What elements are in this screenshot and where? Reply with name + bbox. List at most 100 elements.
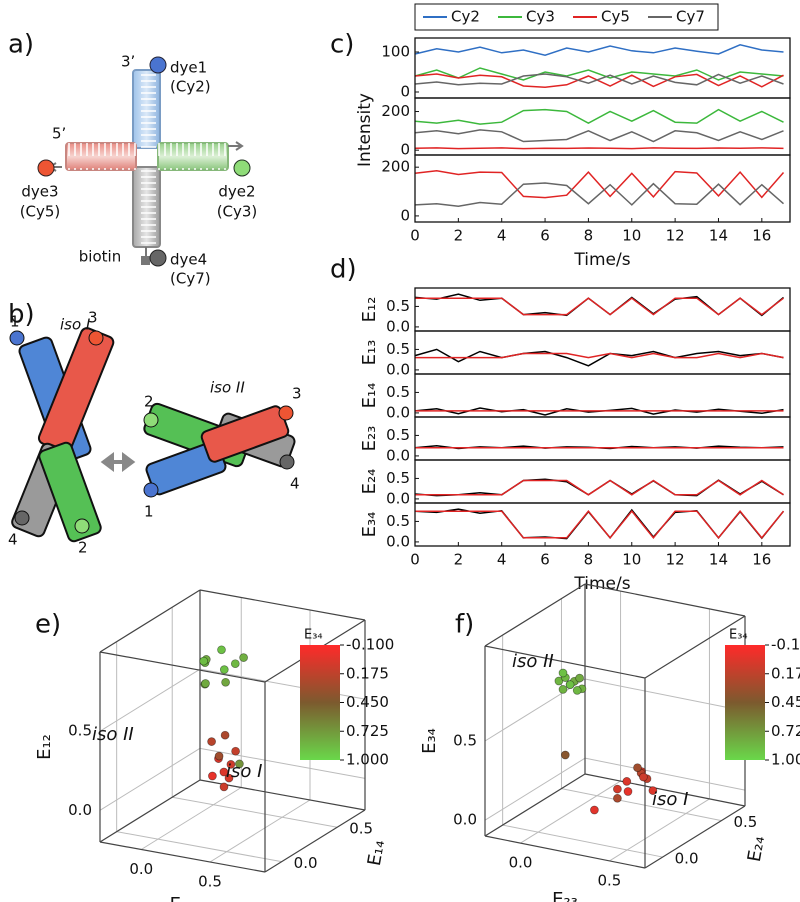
point (219, 782, 229, 792)
y-tick-label: 0.0 (386, 446, 410, 464)
y-axis-label: E₂₃ (359, 426, 380, 452)
dye-number: 3 (88, 309, 98, 327)
y-axis-label: E₁₂ (359, 297, 380, 323)
z-tick-label: 0.5 (68, 722, 92, 740)
point (613, 784, 622, 794)
colorbar-tick-label: 0.175 (771, 664, 800, 682)
panel-label: e) (35, 610, 61, 640)
dye-number: 4 (290, 475, 300, 493)
y-axis-label: Intensity (355, 93, 375, 167)
point (224, 773, 234, 783)
colorbar-tick-label: 1.000 (346, 751, 389, 769)
point (639, 772, 648, 782)
dye-label: (Cy7) (170, 270, 211, 288)
point (214, 751, 224, 761)
colorbar-tick-label: -0.100 (346, 636, 394, 654)
x-tick-label: 8 (584, 551, 594, 569)
dye-marker (9, 330, 25, 346)
x-tick-label: 0.0 (129, 860, 153, 878)
y-tick-label: 200 (381, 102, 410, 120)
trace (414, 182, 784, 207)
point (623, 787, 633, 796)
legend-label: Cy7 (676, 8, 705, 26)
colorbar-tick-label: 0.450 (771, 693, 800, 711)
y-tick-label: 0.5 (349, 820, 373, 838)
colorbar-tick-label: 0.175 (346, 664, 389, 682)
y-axis-label: E₁₃ (359, 340, 380, 366)
colorbar (300, 645, 340, 760)
y-tick-label: 0 (400, 141, 410, 159)
y-tick-label: 100 (381, 43, 410, 61)
dye-marker (278, 405, 294, 421)
x-tick-label: 2 (454, 551, 464, 569)
diagram-a: 3’ 5’ dye1 (Cy2) dye3 (Cy5) dye2 (Cy3) b… (20, 53, 258, 288)
plot-frame (414, 97, 791, 156)
biotin-anchor (141, 256, 150, 265)
x-tick-label: 8 (584, 227, 594, 245)
dye-marker (14, 510, 30, 526)
dye-marker (149, 56, 167, 74)
diagram-b: iso I iso II 1 3 4 2 2 3 1 4 (8, 309, 302, 557)
legend-label: Cy2 (451, 8, 480, 26)
axis-box (99, 589, 366, 873)
z-axis-label: E₁₂ (34, 734, 55, 760)
dye-marker (74, 518, 90, 534)
point (217, 645, 226, 655)
point (226, 760, 236, 769)
legend-label: Cy3 (526, 8, 555, 26)
dye-label: (Cy2) (170, 78, 211, 96)
dye-label: dye4 (170, 251, 207, 269)
panel-label: f) (455, 610, 474, 640)
y-axis-label: E₁₄ (359, 383, 380, 409)
y-tick-label: 0.5 (386, 469, 410, 487)
dye-number: 2 (78, 539, 88, 557)
x-tick-label: 0 (410, 227, 420, 245)
point (207, 737, 216, 746)
point (558, 685, 568, 694)
axis-box (484, 583, 746, 869)
strand-end: 3’ (121, 53, 135, 71)
annotation: iso II (92, 724, 134, 745)
x-tick-label: 6 (540, 227, 550, 245)
dye-marker (88, 330, 104, 346)
grid-line (484, 678, 746, 742)
plot-frame (414, 154, 791, 223)
x-tick-label: 2 (454, 227, 464, 245)
point (239, 653, 248, 662)
point (575, 673, 584, 683)
x-tick-label: 0 (410, 551, 420, 569)
panel-label: d) (330, 255, 357, 285)
y-tick-label: 0 (400, 83, 410, 101)
y-tick-label: 0.5 (386, 512, 410, 530)
colorbar-tick-label: 1.000 (771, 751, 800, 769)
helix-rungs (66, 143, 136, 170)
x-tick-label: 12 (666, 551, 685, 569)
dye-number: 2 (144, 393, 154, 411)
annotation: iso I (226, 761, 262, 782)
annotation: iso I (652, 789, 688, 810)
grid-line (140, 597, 242, 850)
y-tick-label: 0.0 (294, 854, 318, 872)
plot-frame (414, 459, 791, 504)
x-tick-label: 0.5 (598, 871, 622, 889)
trace (414, 129, 784, 143)
point (560, 750, 570, 760)
x-tick-label: 12 (666, 227, 685, 245)
trace (415, 352, 784, 359)
grid-line (116, 641, 282, 863)
trace (414, 293, 784, 317)
trace (414, 108, 784, 125)
plot-frame (414, 502, 791, 547)
trace (415, 297, 784, 316)
x-tick-label: 6 (540, 551, 550, 569)
point (219, 665, 229, 674)
point (219, 767, 229, 777)
trace (414, 44, 784, 56)
colorbar-title: E₃₄ (729, 628, 748, 643)
y-tick-label: 0.5 (386, 383, 410, 401)
equilibrium-arrow (100, 452, 136, 472)
dye-number: 3 (292, 385, 302, 403)
x-axis-label: E₂₃ (552, 889, 578, 902)
z-tick-label: 0.5 (453, 732, 477, 750)
